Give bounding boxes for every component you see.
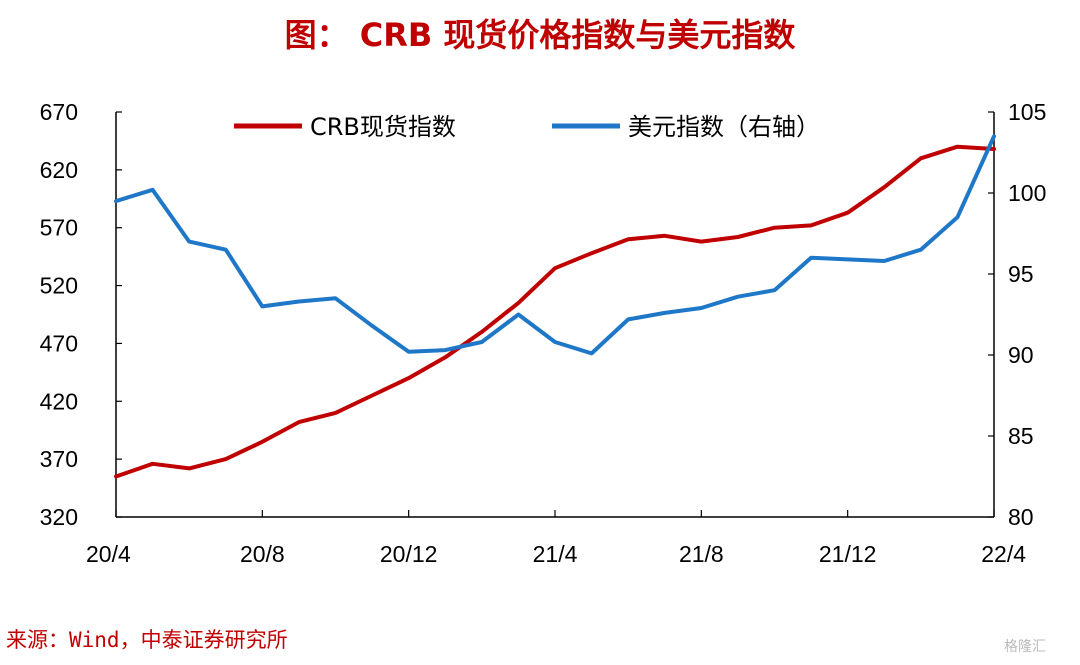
y-left-tick-label: 520	[40, 273, 78, 299]
y-right-tick-label: 105	[1008, 99, 1046, 125]
source-note: 来源：Wind，中泰证券研究所	[6, 628, 288, 652]
y-left-tick-label: 670	[40, 99, 78, 125]
y-right-tick-label: 90	[1008, 342, 1034, 368]
x-tick-label: 22/4	[981, 541, 1026, 567]
x-tick-label: 21/4	[533, 541, 578, 567]
y-left-tick-label: 470	[40, 330, 78, 356]
watermark-logo: 格隆汇	[1004, 639, 1046, 655]
y-right-tick-label: 100	[1008, 180, 1046, 206]
y-right-tick-label: 95	[1008, 261, 1034, 287]
crb-series-line	[114, 144, 996, 479]
y-left-tick-label: 620	[40, 157, 78, 183]
y-left-tick-label: 370	[40, 446, 78, 472]
y-left-tick-label: 570	[40, 215, 78, 241]
axes	[115, 111, 995, 518]
x-tick-label: 20/8	[240, 541, 285, 567]
legend-label-dxy: 美元指数（右轴）	[628, 113, 820, 141]
y-right-tick-label: 80	[1008, 504, 1034, 530]
dxy-series-line	[114, 134, 996, 356]
x-tick-label: 21/8	[679, 541, 724, 567]
tick-labels: 320 370 420 470 520 570 620 670 80 85 90 95 100 105 20…	[40, 99, 1047, 567]
y-left-tick-label: 420	[40, 388, 78, 414]
y-right-tick-label: 85	[1008, 423, 1034, 449]
chart-title: 图： CRB 现货价格指数与美元指数	[284, 16, 796, 54]
series-lines	[114, 134, 996, 479]
legend: CRB现货指数 美元指数（右轴）	[234, 113, 820, 141]
x-tick-label: 20/4	[86, 541, 131, 567]
x-tick-label: 20/12	[380, 541, 438, 567]
x-tick-label: 21/12	[819, 541, 877, 567]
legend-label-crb: CRB现货指数	[310, 113, 456, 141]
y-left-tick-label: 320	[40, 504, 78, 530]
